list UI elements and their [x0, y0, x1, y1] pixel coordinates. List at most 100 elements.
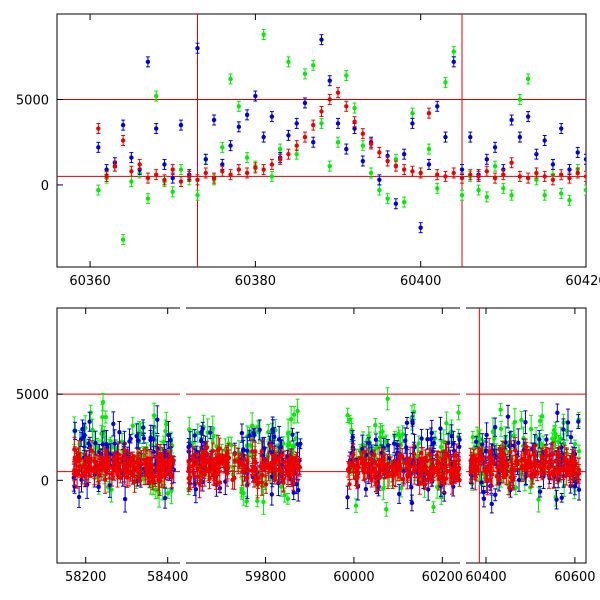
data-point-green — [401, 199, 407, 205]
data-point-red — [261, 167, 266, 172]
data-point-blue — [155, 417, 160, 422]
x-tick-label: 60380 — [235, 274, 276, 289]
data-point-blue — [200, 426, 205, 432]
data-point-blue — [517, 134, 523, 140]
data-point-green — [261, 499, 266, 505]
data-point-red — [164, 464, 170, 469]
data-point-green — [509, 193, 514, 198]
data-point-blue — [140, 425, 146, 430]
data-point-red — [575, 170, 580, 176]
axis-break-gap — [460, 306, 466, 565]
data-point-green — [380, 429, 385, 434]
data-point-green — [519, 417, 524, 423]
data-point-green — [327, 163, 332, 169]
data-point-red — [114, 460, 119, 466]
data-point-red — [501, 172, 506, 177]
data-point-blue — [428, 436, 434, 442]
data-point-red — [418, 170, 423, 176]
data-point-blue — [352, 126, 357, 131]
data-point-blue — [430, 449, 436, 454]
x-tick-label: 58200 — [65, 570, 106, 585]
data-point-red — [294, 143, 299, 148]
data-point-green — [120, 237, 126, 242]
data-point-red — [104, 174, 109, 179]
data-point-blue — [503, 440, 508, 445]
data-point-red — [274, 467, 279, 472]
data-point-blue — [96, 484, 101, 489]
data-point-green — [129, 179, 134, 184]
data-point-red — [187, 467, 192, 472]
data-point-red — [137, 162, 142, 167]
data-point-green — [319, 121, 324, 126]
data-point-blue — [576, 487, 582, 492]
data-point-blue — [208, 430, 213, 435]
data-point-green — [311, 63, 316, 68]
data-point-red — [203, 170, 208, 176]
data-point-green — [368, 170, 374, 176]
data-point-red — [103, 460, 108, 465]
data-point-green — [444, 420, 449, 426]
data-point-red — [232, 475, 237, 481]
data-point-blue — [93, 440, 98, 446]
data-point-red — [259, 480, 264, 485]
data-point-blue — [550, 162, 556, 167]
data-point-blue — [525, 114, 531, 119]
data-point-blue — [211, 117, 217, 123]
data-point-blue — [393, 201, 399, 206]
data-point-blue — [178, 122, 184, 128]
data-point-red — [236, 167, 242, 172]
data-point-red — [160, 457, 166, 463]
data-point-green — [109, 487, 114, 492]
data-point-blue — [79, 477, 84, 483]
data-point-green — [426, 146, 432, 152]
y-tick-label: 0 — [41, 474, 49, 489]
x-tick-label: 58400 — [147, 570, 188, 585]
data-point-red — [147, 465, 153, 470]
data-point-green — [410, 110, 415, 116]
data-point-red — [244, 170, 250, 176]
data-point-blue — [168, 437, 173, 443]
data-point-blue — [559, 495, 564, 500]
data-point-blue — [170, 175, 175, 181]
data-point-green — [415, 453, 420, 458]
data-point-green — [282, 492, 287, 498]
data-point-red — [319, 109, 324, 114]
data-point-red — [285, 471, 291, 476]
data-point-blue — [508, 443, 514, 448]
data-point-red — [257, 464, 263, 469]
data-point-blue — [241, 447, 246, 452]
data-point-blue — [479, 480, 484, 485]
data-point-blue — [120, 122, 126, 128]
data-point-red — [368, 141, 374, 147]
data-point-red — [286, 151, 291, 157]
data-point-blue — [435, 104, 440, 109]
data-point-blue — [87, 419, 92, 424]
data-point-green — [278, 484, 284, 489]
data-point-blue — [296, 487, 301, 493]
data-point-red — [111, 456, 117, 462]
data-point-red — [74, 472, 80, 478]
data-point-red — [377, 150, 382, 155]
data-point-red — [128, 470, 134, 476]
data-point-blue — [261, 134, 266, 140]
data-point-blue — [492, 425, 498, 430]
data-point-green — [345, 413, 350, 418]
data-point-blue — [425, 436, 430, 442]
data-point-red — [211, 472, 216, 478]
y-tick-label: 5000 — [16, 93, 49, 108]
data-point-red — [72, 447, 77, 452]
data-point-green — [484, 194, 490, 200]
data-point-red — [159, 468, 164, 473]
data-point-green — [512, 419, 518, 425]
data-point-blue — [104, 167, 109, 172]
data-point-green — [561, 441, 567, 446]
data-point-blue — [107, 483, 113, 488]
data-point-blue — [409, 485, 414, 490]
data-point-blue — [409, 500, 415, 506]
data-point-red — [269, 162, 275, 167]
data-point-red — [220, 457, 225, 462]
data-point-blue — [509, 117, 514, 123]
data-point-blue — [576, 419, 581, 424]
x-tick-label: 60600 — [554, 570, 595, 585]
